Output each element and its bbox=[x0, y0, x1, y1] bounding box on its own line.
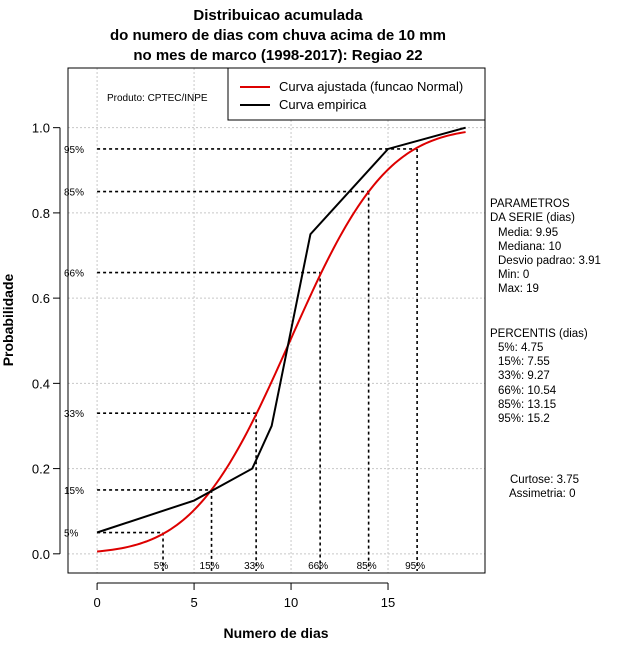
parametros-line: Max: 19 bbox=[498, 283, 539, 295]
percentis-panel: PERCENTIS (dias) 5%: 4.75 15%: 7.55 33%:… bbox=[490, 328, 588, 425]
y-tick-label: 1.0 bbox=[32, 121, 50, 136]
y-tick-label: 0.2 bbox=[32, 462, 50, 477]
parametros-line: Media: 9.95 bbox=[498, 227, 558, 239]
percentile-y-label: 15% bbox=[64, 486, 84, 497]
y-tick-label: 0.8 bbox=[32, 206, 50, 221]
percentis-line: 95%: 15.2 bbox=[498, 413, 550, 425]
title-line-2: do numero de dias com chuva acima de 10 … bbox=[110, 27, 446, 44]
x-tick-label: 0 bbox=[93, 595, 100, 610]
percentile-y-label: 33% bbox=[64, 409, 84, 420]
axes: 0 5 10 15 0.0 0.2 0.4 0.6 0.8 1.0 bbox=[32, 121, 395, 610]
title-line-1: Distribuicao acumulada bbox=[193, 7, 363, 24]
legend-label-fitted: Curva ajustada (funcao Normal) bbox=[279, 79, 463, 94]
title-line-3: no mes de marco (1998-2017): Regiao 22 bbox=[133, 47, 422, 64]
percentis-line: 66%: 10.54 bbox=[498, 385, 557, 397]
percentile-y-label: 85% bbox=[64, 188, 84, 199]
x-tick-label: 15 bbox=[381, 595, 395, 610]
percentile-x-label: 85% bbox=[357, 561, 377, 572]
shape-stats-panel: Curtose: 3.75 Assimetria: 0 bbox=[509, 474, 579, 500]
plot-area-border bbox=[67, 67, 486, 574]
percentile-x-label: 5% bbox=[154, 561, 169, 572]
legend: Curva ajustada (funcao Normal) Curva emp… bbox=[227, 67, 486, 121]
percentile-x-label: 33% bbox=[244, 561, 264, 572]
assimetria-label: Assimetria: 0 bbox=[509, 488, 575, 500]
parametros-heading-1: PARAMETROS bbox=[490, 198, 570, 210]
percentile-guides: 5% 5% 15% 15% 33% 33% 66% 66% 85% 85% 95% 95% bbox=[64, 145, 425, 572]
y-tick-label: 0.6 bbox=[32, 291, 50, 306]
empirical-curve bbox=[96, 126, 466, 534]
percentile-y-label: 5% bbox=[64, 529, 79, 540]
percentis-line: 15%: 7.55 bbox=[498, 356, 550, 368]
percentis-line: 33%: 9.27 bbox=[498, 370, 550, 382]
percentis-line: 85%: 13.15 bbox=[498, 399, 556, 411]
parametros-line: Mediana: 10 bbox=[498, 241, 561, 253]
percentile-y-label: 66% bbox=[64, 269, 84, 280]
y-axis-label: Probabilidade bbox=[0, 274, 16, 367]
percentis-line: 5%: 4.75 bbox=[498, 342, 543, 354]
y-tick-label: 0.0 bbox=[32, 547, 50, 562]
curtose-label: Curtose: 3.75 bbox=[510, 474, 579, 486]
y-tick-label: 0.4 bbox=[32, 376, 50, 391]
series-parameters-panel: PARAMETROS DA SERIE (dias) Media: 9.95 M… bbox=[490, 198, 601, 295]
chart-title: Distribuicao acumulada do numero de dias… bbox=[110, 7, 446, 64]
series-lines bbox=[96, 126, 466, 553]
parametros-line: Min: 0 bbox=[498, 269, 529, 281]
producer-label: Produto: CPTEC/INPE bbox=[107, 93, 208, 104]
legend-label-empirical: Curva empirica bbox=[279, 97, 367, 112]
legend-box bbox=[227, 67, 486, 121]
percentile-x-label: 15% bbox=[200, 561, 220, 572]
parametros-line: Desvio padrao: 3.91 bbox=[498, 255, 601, 267]
x-tick-label: 5 bbox=[190, 595, 197, 610]
grid-lines bbox=[68, 68, 485, 573]
x-axis-label: Numero de dias bbox=[223, 625, 328, 641]
percentile-x-label: 66% bbox=[308, 561, 328, 572]
x-tick-label: 10 bbox=[284, 595, 298, 610]
percentis-heading: PERCENTIS (dias) bbox=[490, 328, 588, 340]
fitted-normal-curve bbox=[96, 131, 466, 553]
percentile-x-label: 95% bbox=[405, 561, 425, 572]
percentile-y-label: 95% bbox=[64, 145, 84, 156]
parametros-heading-2: DA SERIE (dias) bbox=[490, 212, 575, 224]
